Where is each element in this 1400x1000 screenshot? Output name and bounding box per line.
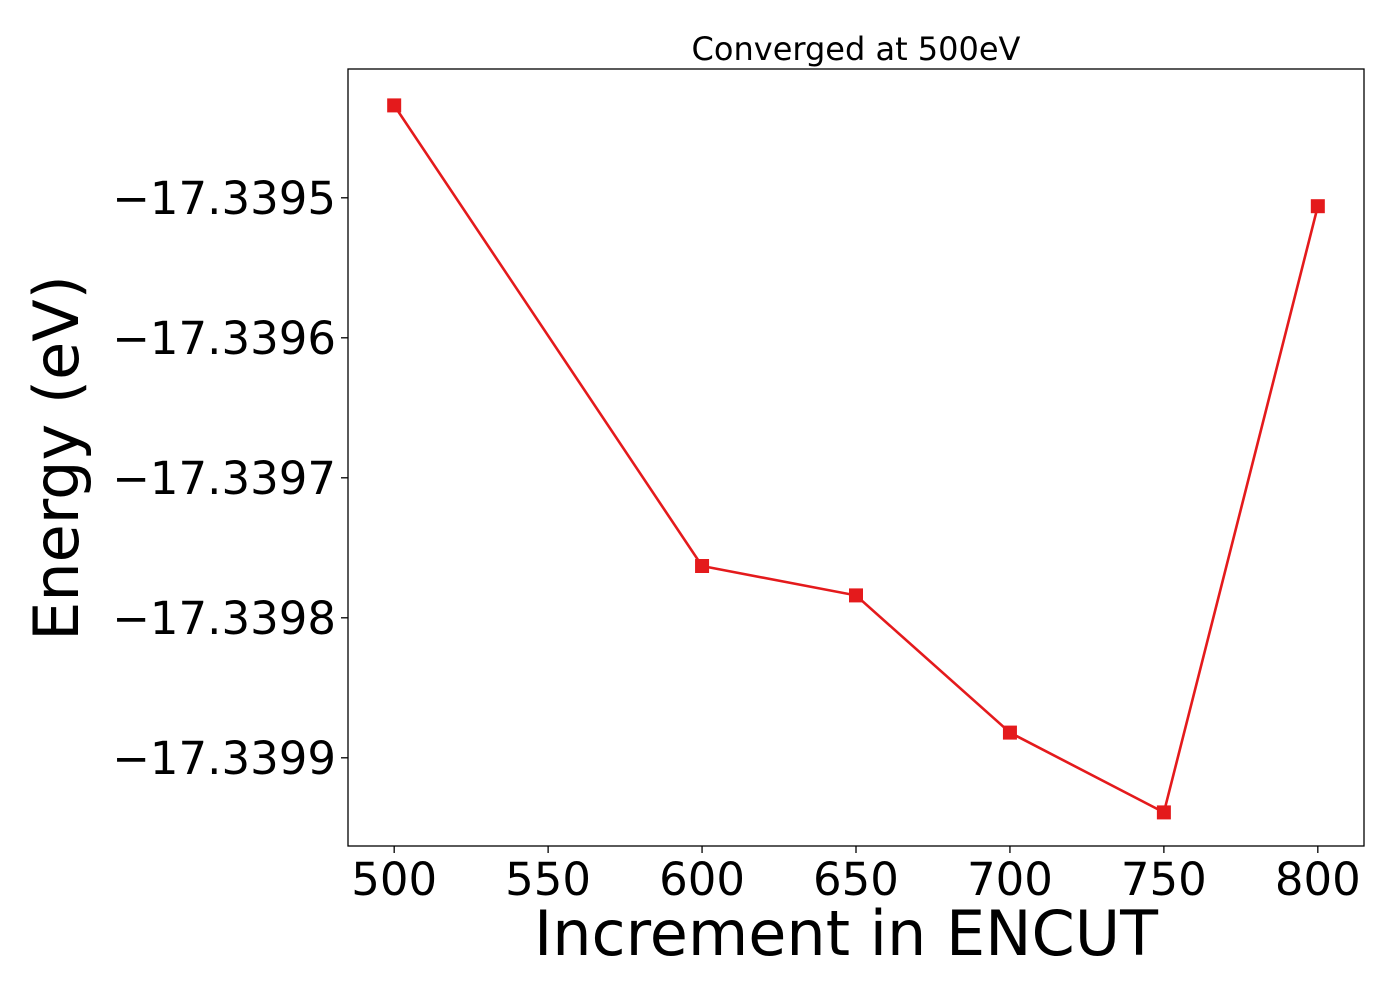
x-tick-label: 550 [505, 853, 591, 906]
y-tick-label: −17.3396 [112, 312, 336, 365]
x-tick-label: 600 [659, 853, 745, 906]
x-axis-label: Increment in ENCUT [534, 897, 1159, 970]
x-tick-label: 750 [1121, 853, 1207, 906]
y-tick-label: −17.3399 [112, 732, 336, 785]
data-point [1156, 805, 1171, 820]
data-point [695, 559, 710, 573]
y-axis-label: Energy (eV) [20, 275, 93, 641]
chart-title: Converged at 500eV [692, 30, 1021, 68]
x-tick-label: 500 [351, 853, 437, 906]
plot-frame [347, 68, 1365, 847]
x-tick-label: 800 [1275, 853, 1361, 906]
data-point [1002, 725, 1017, 740]
x-axis: 500 550 600 650 700 750 800 [351, 846, 1361, 906]
y-tick-label: −17.3397 [112, 452, 336, 505]
x-tick-label: 650 [813, 853, 899, 906]
y-tick-label: −17.3398 [112, 592, 336, 645]
x-tick-label: 700 [967, 853, 1053, 906]
data-point [387, 98, 402, 113]
y-axis: −17.3395 −17.3396 −17.3397 −17.3398 −17.3399 [112, 172, 348, 785]
data-point [849, 588, 863, 603]
y-tick-label: −17.3395 [112, 172, 336, 225]
data-point [1310, 199, 1325, 214]
series-line [393, 104, 1320, 815]
data-series [387, 98, 1325, 820]
